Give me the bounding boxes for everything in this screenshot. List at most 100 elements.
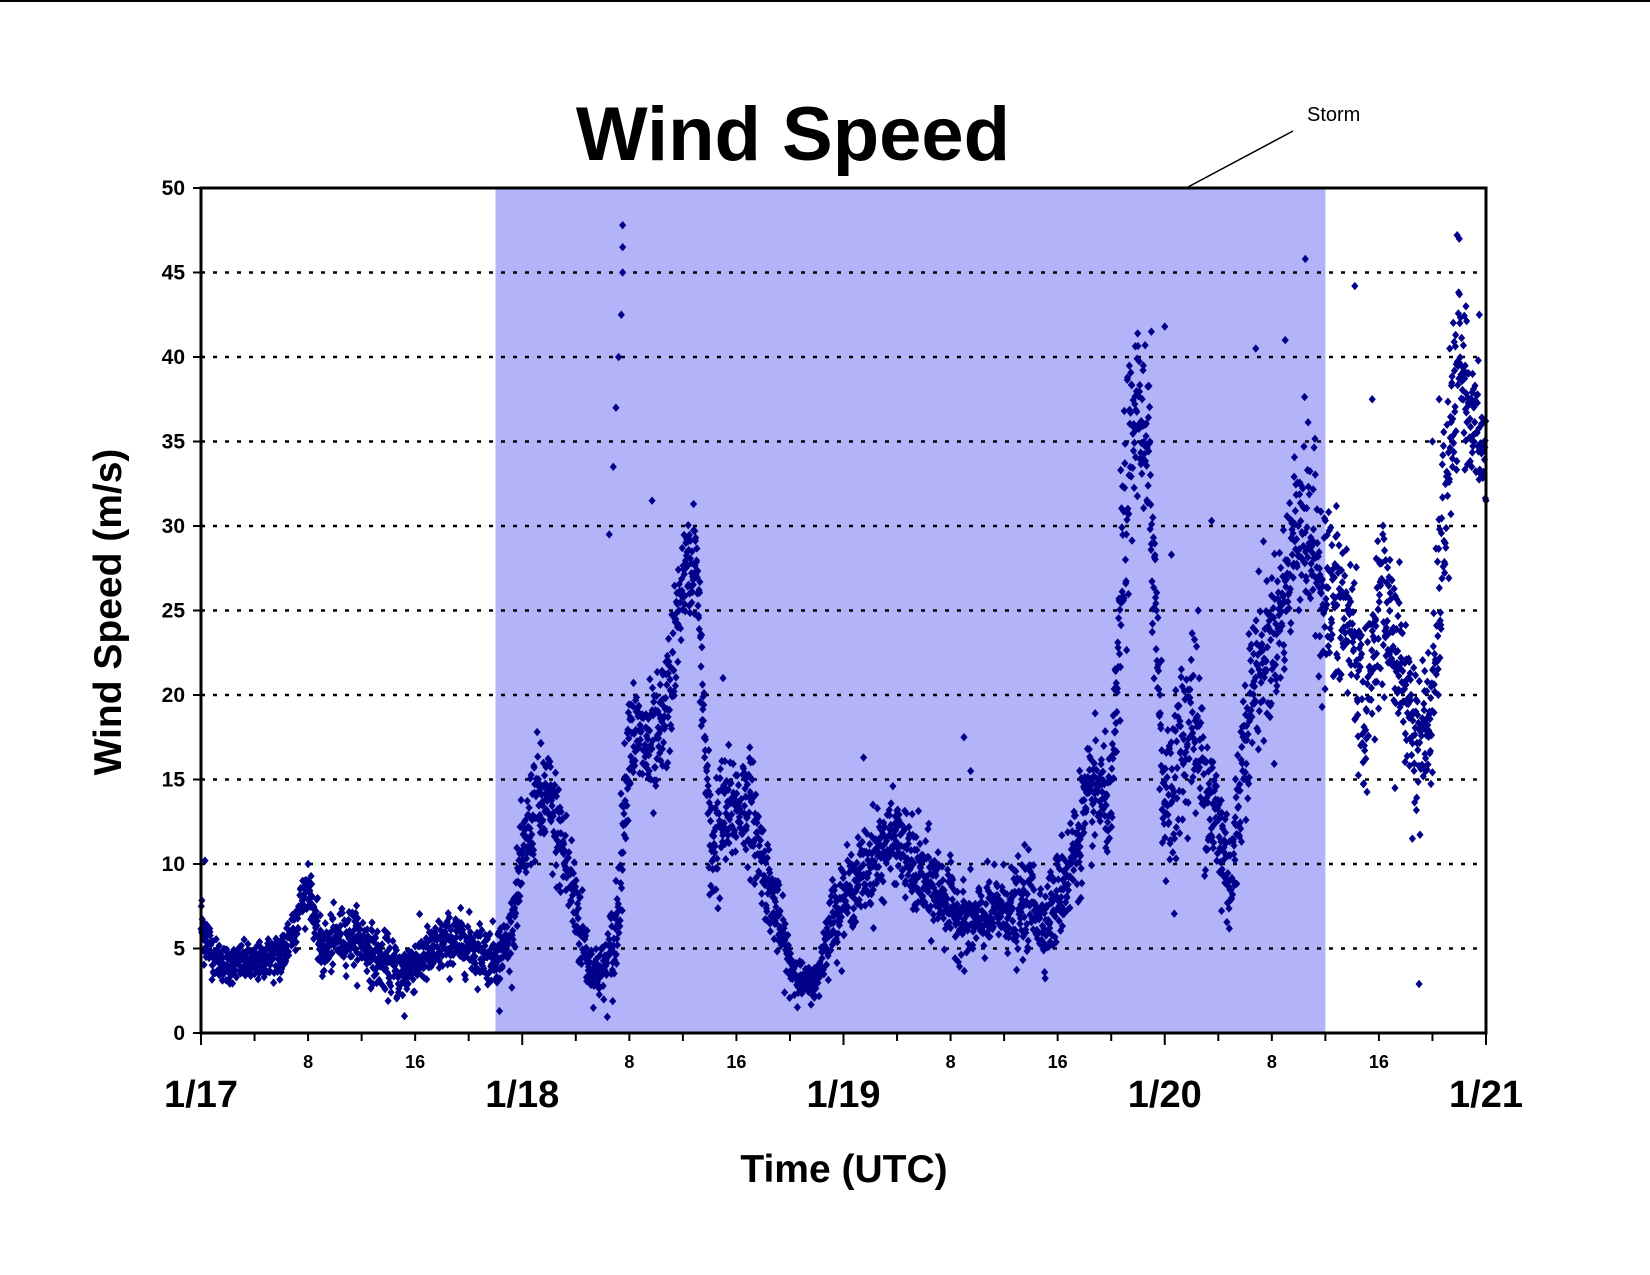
data-point: [1408, 750, 1416, 760]
data-point: [1109, 774, 1118, 783]
data-point: [446, 958, 454, 968]
data-point: [1351, 281, 1359, 291]
data-point: [1391, 698, 1400, 708]
data-point: [1148, 619, 1157, 628]
data-point: [756, 869, 764, 878]
data-point: [1192, 808, 1200, 818]
data-point: [638, 769, 647, 779]
data-point: [587, 949, 596, 959]
data-point: [283, 941, 291, 950]
data-point: [1395, 557, 1404, 567]
data-point: [917, 896, 926, 906]
data-point: [919, 891, 927, 901]
data-point: [710, 831, 718, 841]
data-point: [676, 624, 685, 633]
data-point: [577, 959, 586, 969]
data-point: [1217, 906, 1226, 916]
data-point: [620, 830, 628, 840]
data-point: [1267, 591, 1276, 600]
data-point: [1122, 577, 1130, 586]
data-point: [967, 766, 975, 776]
data-point: [591, 971, 599, 981]
x-minor-tick-label: 16: [726, 1052, 746, 1072]
data-point: [784, 930, 792, 940]
data-point: [907, 846, 915, 855]
data-point: [1005, 923, 1013, 933]
data-point: [1073, 879, 1081, 889]
data-point: [1093, 788, 1102, 797]
data-point: [452, 933, 460, 942]
data-point: [1297, 481, 1305, 490]
data-point: [664, 669, 672, 678]
data-point: [984, 886, 992, 896]
data-point: [476, 919, 484, 929]
data-point: [932, 871, 940, 880]
data-point: [1024, 936, 1032, 945]
data-point: [1436, 653, 1444, 662]
data-point: [1313, 538, 1321, 548]
data-point: [1173, 763, 1181, 773]
data-point: [1256, 607, 1264, 616]
data-point: [1321, 516, 1329, 525]
data-point: [1424, 648, 1432, 657]
data-point: [946, 923, 955, 933]
data-point: [1435, 544, 1443, 554]
data-point: [825, 932, 833, 941]
data-point: [689, 499, 698, 509]
data-point: [692, 570, 700, 579]
data-point: [338, 904, 346, 914]
x-major-tick-label: 1/18: [485, 1074, 559, 1116]
data-point: [615, 928, 623, 938]
data-point: [1430, 680, 1438, 689]
data-point: [391, 955, 399, 964]
data-point: [756, 849, 764, 859]
data-point: [525, 811, 533, 820]
data-point: [474, 985, 482, 994]
data-point: [1249, 623, 1257, 633]
data-point: [1426, 714, 1434, 724]
data-point: [1296, 478, 1304, 487]
data-point: [1306, 466, 1314, 476]
data-point: [467, 939, 475, 948]
data-point: [1415, 979, 1423, 989]
data-point: [1016, 875, 1024, 884]
data-point: [620, 739, 629, 748]
data-point: [665, 705, 674, 715]
data-point: [669, 629, 677, 638]
data-point: [306, 886, 314, 895]
data-point: [642, 760, 650, 769]
data-point: [648, 496, 656, 505]
data-point: [1279, 525, 1288, 535]
data-point: [551, 768, 560, 778]
data-point: [551, 830, 559, 839]
data-point: [1331, 593, 1339, 603]
data-point: [583, 926, 591, 935]
data-point: [880, 839, 889, 849]
data-point: [1372, 649, 1381, 658]
data-point: [1319, 600, 1327, 609]
data-point: [854, 833, 862, 842]
data-point: [427, 935, 435, 944]
data-point: [1414, 745, 1422, 755]
data-point: [902, 877, 910, 886]
data-point: [553, 883, 561, 892]
data-point: [1263, 642, 1271, 652]
data-point: [631, 756, 639, 765]
data-point: [786, 949, 795, 958]
data-point: [1201, 865, 1210, 875]
data-point: [1252, 344, 1260, 353]
data-point: [803, 968, 811, 977]
data-point: [850, 913, 858, 922]
data-point: [868, 849, 876, 858]
data-point: [1361, 725, 1370, 735]
data-point: [742, 822, 751, 831]
data-point: [1052, 937, 1060, 947]
data-point: [869, 885, 877, 894]
data-point: [1284, 597, 1292, 606]
data-point: [717, 785, 725, 795]
data-point: [1055, 864, 1064, 874]
data-point: [387, 988, 395, 997]
data-point: [946, 850, 954, 860]
data-point: [1161, 322, 1169, 331]
data-point: [1380, 534, 1388, 544]
